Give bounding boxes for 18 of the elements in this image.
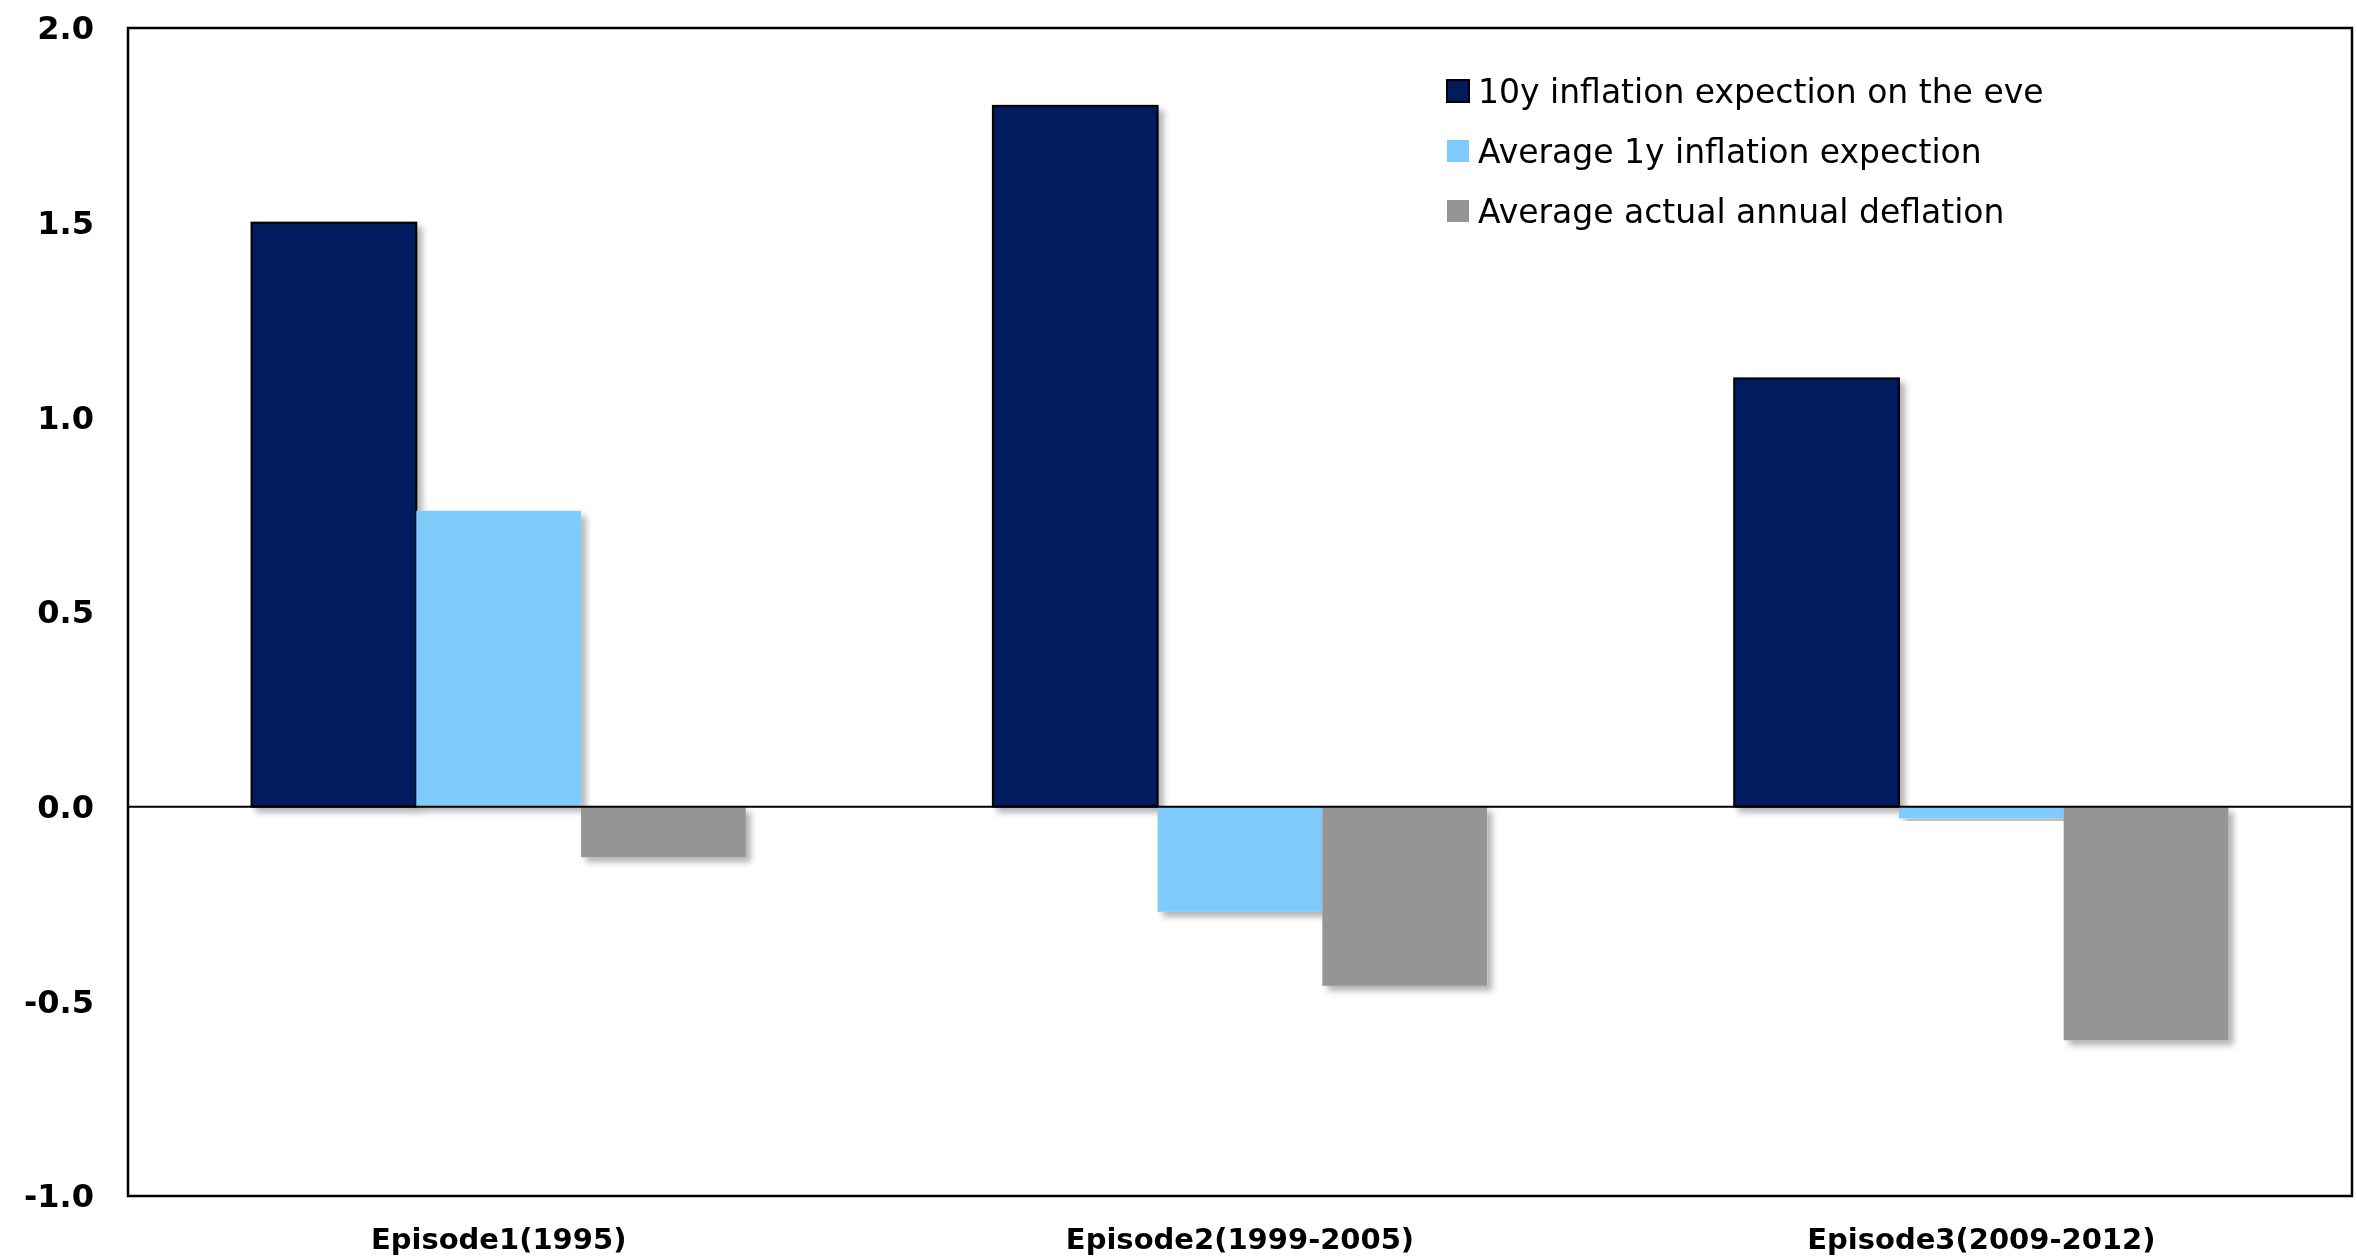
legend-label: Average actual annual deflation [1478,191,2005,231]
legend-label: Average 1y inflation expection [1478,131,1982,171]
bar [1322,806,1488,986]
y-tick-label: 1.5 [37,203,94,242]
x-tick-label: Episode3(2009-2012) [1807,1222,2156,1256]
y-tick-label: 0.5 [37,593,94,632]
y-tick-label: -1.0 [24,1177,94,1216]
x-tick-label: Episode1(1995) [370,1222,627,1256]
x-tick-label: Episode2(1999-2005) [1065,1222,1415,1256]
bar [581,806,746,858]
y-tick-label: 1.0 [37,398,94,437]
bar [416,510,582,807]
bar [1157,806,1323,912]
bar [2063,806,2229,1041]
legend-label: 10y inflation expection on the eve [1478,71,2044,111]
y-tick-label: 0.0 [37,787,94,826]
y-tick-label: 2.0 [37,9,94,48]
y-tick-label: -0.5 [24,982,94,1021]
